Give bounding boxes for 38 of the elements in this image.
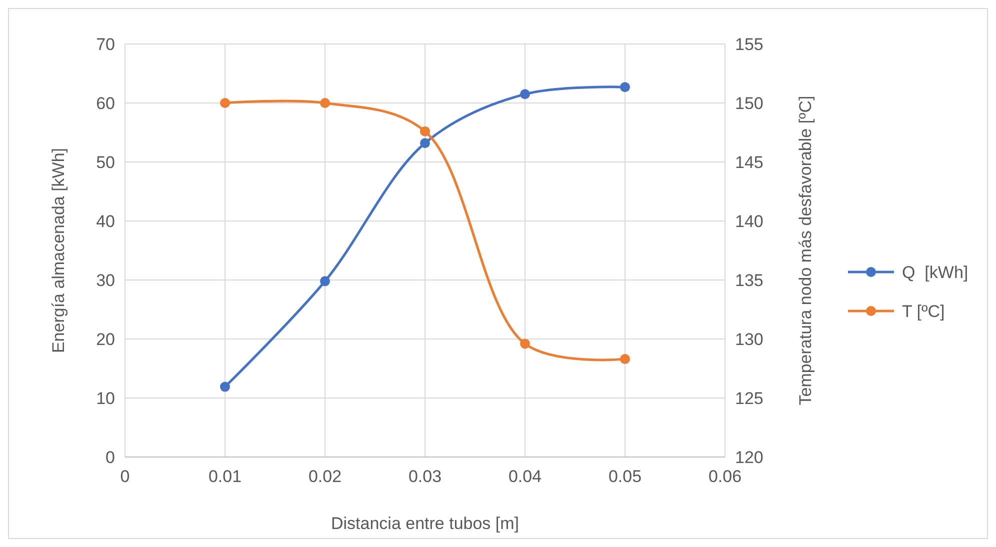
- x-tick-label: 0: [120, 467, 130, 486]
- y2-tick-label: 135: [735, 271, 764, 290]
- y-tick-label: 50: [96, 153, 115, 172]
- legend-label: Q [kWh]: [902, 263, 968, 282]
- y-tick-label: 40: [96, 212, 115, 231]
- point: [220, 382, 230, 392]
- point: [420, 126, 430, 136]
- y2-axis-title: Temperatura nodo más desfavorable [ºC]: [796, 96, 815, 406]
- y-tick-label: 70: [96, 35, 115, 54]
- y2-tick-label: 120: [735, 448, 764, 467]
- x-tick-label: 0.06: [708, 467, 742, 486]
- point: [220, 98, 230, 108]
- point: [420, 138, 430, 148]
- y-tick-label: 0: [106, 448, 115, 467]
- x-tick-label: 0.04: [508, 467, 542, 486]
- point: [320, 98, 330, 108]
- y-tick-label: 30: [96, 271, 115, 290]
- point: [520, 338, 530, 349]
- point: [620, 82, 630, 92]
- x-tick-label: 0.05: [608, 467, 642, 486]
- y-tick-label: 10: [96, 389, 115, 408]
- y-tick-label: 60: [96, 94, 115, 113]
- y2-tick-label: 150: [735, 94, 764, 113]
- x-tick-label: 0.02: [308, 467, 342, 486]
- point: [320, 276, 330, 286]
- legend-label: T [ºC]: [902, 302, 945, 321]
- y2-tick-label: 140: [735, 212, 764, 231]
- x-axis-title: Distancia entre tubos [m]: [330, 514, 520, 533]
- x-tick-label: 0.03: [408, 467, 442, 486]
- y2-tick-label: 130: [735, 330, 764, 349]
- y-tick-label: 20: [96, 330, 115, 349]
- y2-tick-label: 155: [735, 35, 764, 54]
- y2-tick-label: 145: [735, 153, 764, 172]
- point: [520, 89, 530, 100]
- y2-tick-label: 125: [735, 389, 764, 408]
- y-axis-title: Energía almacenada [kWh]: [49, 148, 68, 354]
- x-tick-label: 0.01: [208, 467, 242, 486]
- point: [620, 354, 630, 364]
